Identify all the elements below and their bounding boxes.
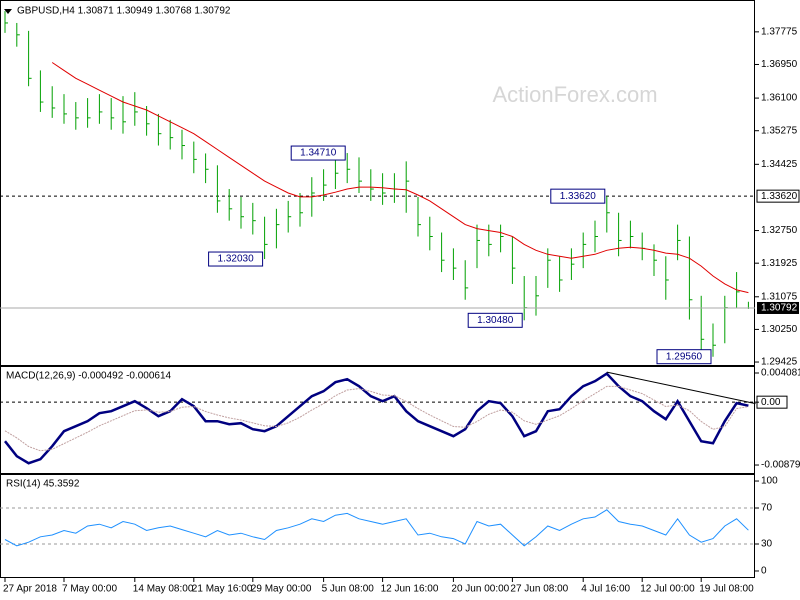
y-tick-label: 70 <box>761 503 773 514</box>
x-tick-label: 20 Jun 00:00 <box>451 584 509 595</box>
menu-icon <box>4 9 12 14</box>
annotation-box <box>208 251 264 267</box>
annotation-label: 1.33620 <box>560 191 597 202</box>
x-tick-label: 14 May 08:00 <box>133 584 194 595</box>
annotation-label: 1.29560 <box>666 351 703 362</box>
rsi-title: RSI(14) 45.3592 <box>6 479 80 490</box>
annotation-box <box>467 312 523 328</box>
x-tick-label: 27 Apr 2018 <box>3 584 57 595</box>
x-tick-label: 12 Jun 16:00 <box>381 584 439 595</box>
y-tick-label: 30 <box>761 539 773 550</box>
annotation-box <box>290 145 346 161</box>
annotation-label: 1.34710 <box>300 148 337 159</box>
y-tick-label: 1.31925 <box>761 258 798 269</box>
y-tick-label: 0.00 <box>761 397 781 408</box>
x-tick-label: 27 Jun 08:00 <box>510 584 568 595</box>
x-tick-label: 5 Jun 08:00 <box>322 584 375 595</box>
annotation-label: 1.32030 <box>218 254 255 265</box>
y-tick-label: 1.36100 <box>761 93 798 104</box>
price-label-box <box>757 301 799 314</box>
level-label: 1.33620 <box>761 191 798 202</box>
y-tick-label: 1.36950 <box>761 59 798 70</box>
annotation-box <box>550 188 606 204</box>
signal-line <box>4 385 749 452</box>
x-tick-label: 12 Jul 00:00 <box>640 584 695 595</box>
y-tick-label: 1.30250 <box>761 324 798 335</box>
moving-average <box>51 62 749 294</box>
x-tick-label: 19 Jul 08:00 <box>699 584 754 595</box>
y-tick-label: 1.31075 <box>761 291 798 302</box>
price-label: 1.30792 <box>761 303 798 314</box>
frame <box>0 0 755 578</box>
y-tick-label: -0.008794 <box>761 460 800 471</box>
y-tick-label: 0.004081 <box>761 368 800 379</box>
y-tick-label: 0 <box>761 566 767 577</box>
level-label-box <box>756 189 800 203</box>
x-tick-label: 21 May 16:00 <box>192 584 253 595</box>
x-tick-label: 29 May 00:00 <box>251 584 312 595</box>
y-tick-label: 1.29425 <box>761 357 798 368</box>
x-tick-label: 7 May 00:00 <box>62 584 117 595</box>
watermark: ActionForex.com <box>492 82 657 107</box>
y-tick-label: 100 <box>761 476 778 487</box>
y-tick-label: 1.35275 <box>761 125 798 136</box>
trend-line <box>606 371 756 405</box>
macd-title: MACD(12,26,9) -0.000492 -0.000614 <box>6 371 172 382</box>
rsi-line <box>4 509 749 547</box>
y-tick-label: 1.34425 <box>761 159 798 170</box>
y-tick-label: 1.32750 <box>761 225 798 236</box>
x-tick-label: 4 Jul 16:00 <box>581 584 630 595</box>
y-tick-label: 1.37775 <box>761 26 798 37</box>
annotation-box <box>656 349 712 365</box>
chart-title: GBPUSD,H4 1.30871 1.30949 1.30768 1.3079… <box>17 6 231 17</box>
macd-line <box>4 371 749 465</box>
annotation-label: 1.30480 <box>477 315 514 326</box>
